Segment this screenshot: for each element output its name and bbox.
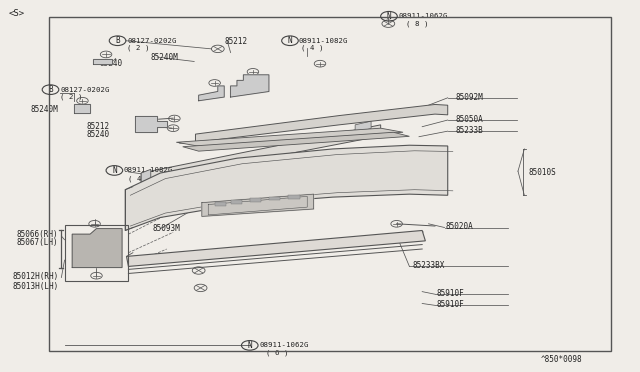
Text: 85910F: 85910F <box>436 289 464 298</box>
Bar <box>288 195 300 199</box>
Polygon shape <box>202 194 314 217</box>
Text: 85093M: 85093M <box>153 224 180 233</box>
Text: 85212: 85212 <box>224 37 247 46</box>
Text: 85010S: 85010S <box>528 168 556 177</box>
Text: 08911-1062G: 08911-1062G <box>259 342 309 348</box>
Text: N: N <box>248 341 252 350</box>
Text: B: B <box>48 85 53 94</box>
Polygon shape <box>125 145 448 231</box>
Text: 08911-1062G: 08911-1062G <box>399 13 448 19</box>
Text: 08127-0202G: 08127-0202G <box>127 38 177 44</box>
Text: 85240M: 85240M <box>31 105 58 114</box>
Polygon shape <box>127 231 426 266</box>
Bar <box>65 225 129 280</box>
Text: 85067(LH): 85067(LH) <box>17 238 58 247</box>
Text: N: N <box>387 12 391 21</box>
Bar <box>214 202 226 206</box>
Polygon shape <box>182 132 410 151</box>
Text: 85050A: 85050A <box>456 115 483 124</box>
Polygon shape <box>141 125 381 182</box>
Text: 85240: 85240 <box>100 59 123 68</box>
Polygon shape <box>176 128 403 147</box>
Text: ( 2 ): ( 2 ) <box>127 45 150 51</box>
Text: ( 4 ): ( 4 ) <box>301 45 323 51</box>
Text: 85012H(RH): 85012H(RH) <box>12 272 58 281</box>
Polygon shape <box>93 58 113 64</box>
Text: 85240M: 85240M <box>151 52 179 61</box>
Text: 85233B: 85233B <box>456 126 483 135</box>
Polygon shape <box>195 105 448 142</box>
Text: 85240: 85240 <box>87 130 110 140</box>
Polygon shape <box>141 169 151 182</box>
Polygon shape <box>74 104 90 113</box>
Text: 85212: 85212 <box>87 122 110 131</box>
Text: 08127-0202G: 08127-0202G <box>60 87 109 93</box>
Polygon shape <box>355 121 371 132</box>
Text: 85233BX: 85233BX <box>413 261 445 270</box>
Text: 85020A: 85020A <box>446 222 474 231</box>
Polygon shape <box>72 229 122 267</box>
Text: ( 2 ): ( 2 ) <box>60 94 83 100</box>
Polygon shape <box>135 116 167 132</box>
Text: 08911-1082G: 08911-1082G <box>299 38 348 44</box>
Bar <box>230 201 242 204</box>
Text: ^850*0098: ^850*0098 <box>540 355 582 363</box>
Text: 85910F: 85910F <box>436 300 464 309</box>
Text: 85092M: 85092M <box>456 93 483 102</box>
Text: 85022: 85022 <box>143 193 166 202</box>
Bar <box>250 198 261 202</box>
Text: ( 8 ): ( 8 ) <box>406 21 429 27</box>
Text: B: B <box>115 36 120 45</box>
Polygon shape <box>230 75 269 97</box>
Text: N: N <box>112 166 116 175</box>
Text: 85013H(LH): 85013H(LH) <box>12 282 58 291</box>
Text: ( 4 ): ( 4 ) <box>129 175 151 182</box>
Bar <box>49 17 611 351</box>
Text: ( 6 ): ( 6 ) <box>266 350 288 356</box>
Polygon shape <box>198 86 224 101</box>
Bar <box>269 197 280 201</box>
Text: N: N <box>287 36 292 45</box>
Text: 85066(RH): 85066(RH) <box>17 230 58 239</box>
Text: 08911-1082G: 08911-1082G <box>124 167 173 173</box>
Text: <S>: <S> <box>8 9 24 18</box>
